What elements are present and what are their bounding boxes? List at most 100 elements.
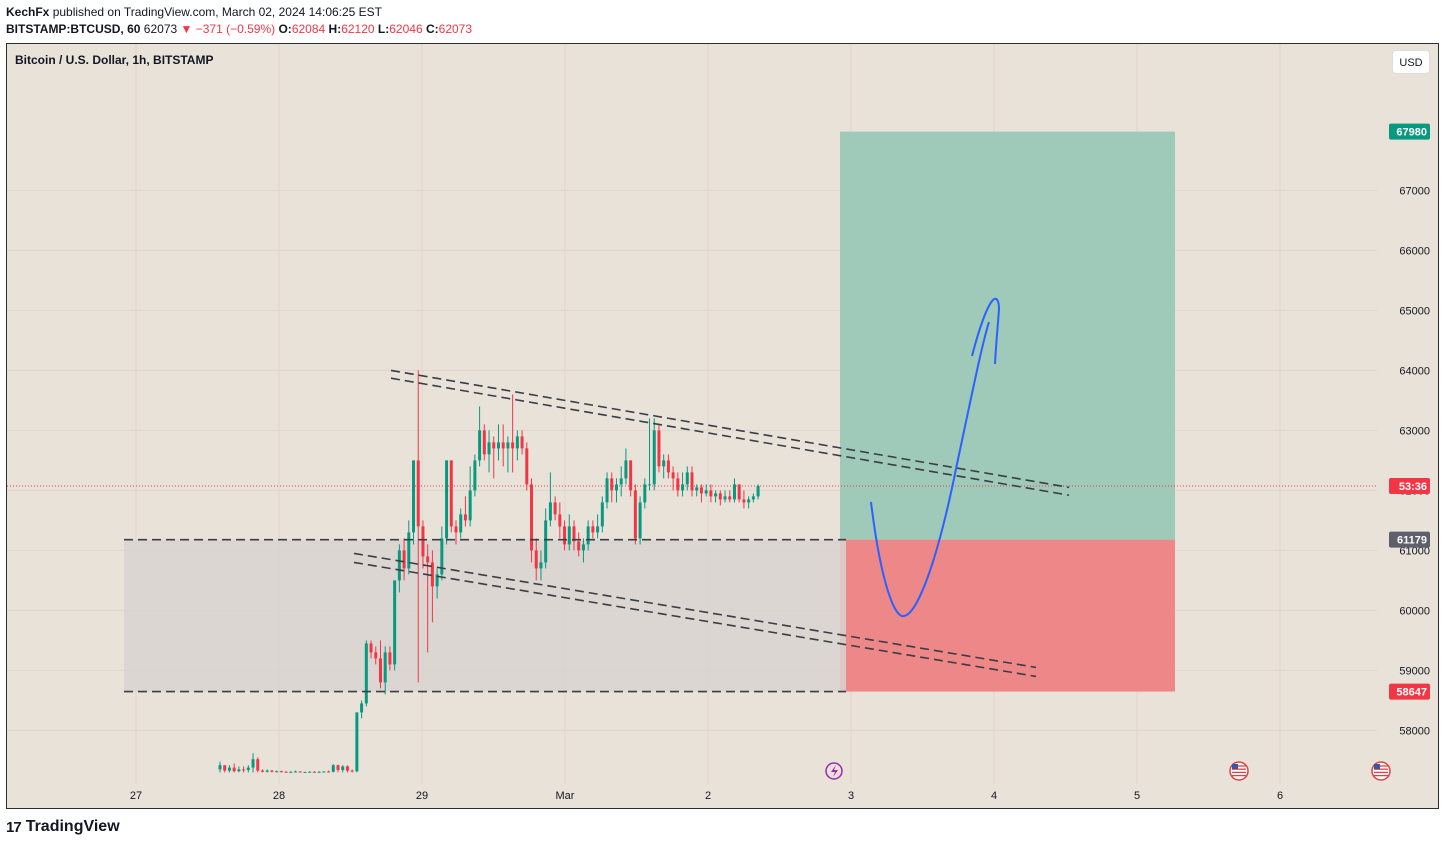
candle-body	[657, 430, 661, 467]
y-tick-label: 58000	[1399, 725, 1430, 737]
us-flag-canton	[1232, 764, 1238, 769]
candle-body	[548, 502, 552, 521]
x-tick-label: 27	[130, 790, 142, 802]
candle-body	[614, 484, 618, 491]
author-name[interactable]: KechFx	[6, 5, 50, 19]
candle-body	[482, 430, 486, 455]
candle-body	[355, 712, 359, 772]
candle-body	[218, 765, 222, 770]
candle-body	[284, 771, 288, 773]
candle-body	[662, 460, 666, 467]
candle-body	[530, 484, 534, 551]
candle-body	[350, 770, 354, 772]
publish-info: KechFx published on TradingView.com, Mar…	[6, 5, 382, 19]
candle-body	[402, 550, 406, 569]
low-value: 62046	[389, 22, 423, 36]
trendline	[353, 561, 1037, 678]
open-value: 62084	[291, 22, 326, 36]
y-tick-label: 67000	[1399, 185, 1430, 197]
candle-body	[629, 460, 633, 491]
candle-body	[237, 769, 241, 772]
candle-body	[227, 767, 231, 771]
candle-body	[666, 460, 670, 473]
candle-body	[704, 490, 708, 494]
candle-body	[496, 442, 500, 449]
stop-zone	[840, 539, 1175, 692]
candle-body	[690, 472, 694, 491]
price-change: ▼ −371 (−0.59%)	[180, 22, 276, 36]
candle-body	[312, 771, 316, 773]
publish-text: published on TradingView.com, March 02, …	[49, 5, 383, 19]
candle-body	[426, 556, 430, 563]
candle-body	[520, 436, 524, 449]
x-tick-label: 6	[1277, 790, 1283, 802]
candle-body	[289, 771, 293, 773]
candle-body	[242, 769, 246, 771]
candle-body	[581, 544, 585, 551]
candle-body	[643, 484, 647, 503]
candle-body	[685, 472, 689, 485]
price-tag	[1389, 123, 1430, 140]
candle-body	[454, 526, 458, 533]
candle-body	[709, 490, 713, 497]
candle-body	[737, 484, 741, 500]
y-tick-label: 65000	[1399, 305, 1430, 317]
candle-body	[336, 765, 340, 770]
x-tick-label: Mar	[556, 790, 575, 802]
candle-body	[563, 526, 567, 545]
candle-body	[714, 493, 718, 497]
candle-body	[421, 526, 425, 557]
open-label: O:	[278, 22, 292, 36]
candle-body	[756, 486, 760, 497]
last-price: 62073	[143, 22, 178, 36]
tradingview-brand[interactable]: 17 TradingView	[6, 818, 120, 836]
candle-body	[652, 430, 656, 485]
candle-body	[341, 766, 345, 770]
candle-body	[723, 496, 727, 500]
candle-body	[473, 460, 477, 491]
candle-body	[374, 652, 378, 659]
y-tick-label: 61000	[1399, 545, 1430, 557]
trendline	[390, 369, 1070, 489]
x-tick-label: 4	[991, 790, 997, 802]
candle-body	[449, 460, 453, 527]
candle-body	[596, 526, 600, 533]
candle-body	[544, 520, 548, 563]
high-label: H:	[328, 22, 342, 36]
y-tick-label: 63000	[1399, 425, 1430, 437]
brand-name: TradingView	[25, 818, 120, 835]
candle-body	[360, 703, 364, 713]
candle-body	[303, 771, 307, 773]
price-tag-label: 58647	[1396, 687, 1427, 699]
ohlc-line: BITSTAMP:BTCUSD, 60 62073 ▼ −371 (−0.59%…	[6, 22, 472, 36]
y-tick-label: 66000	[1399, 245, 1430, 257]
candle-body	[567, 526, 571, 545]
candle-body	[435, 574, 439, 587]
candle-body	[468, 490, 472, 521]
candle-body	[364, 643, 368, 704]
candle-body	[378, 658, 382, 683]
candle-body	[501, 442, 505, 449]
event-lightning-icon	[825, 762, 843, 780]
candle-body	[605, 478, 609, 503]
candle-body	[487, 442, 491, 455]
price-tag-label: 61179	[1397, 535, 1427, 547]
candle-body	[270, 770, 274, 772]
price-chart[interactable]: 5800059000600006100062000630006400065000…	[7, 44, 1438, 808]
candle-body	[463, 514, 467, 521]
candle-body	[718, 493, 722, 500]
candle-body	[388, 652, 392, 665]
chart-container[interactable]: 5800059000600006100062000630006400065000…	[6, 43, 1439, 809]
price-tag-label: 67980	[1396, 127, 1427, 139]
candle-body	[586, 526, 590, 545]
candle-body	[742, 499, 746, 503]
currency-button[interactable]: USD	[1392, 50, 1430, 74]
candle-body	[383, 652, 387, 683]
tradingview-logo-icon: 17	[6, 818, 22, 836]
candle-body	[506, 442, 510, 449]
price-tag	[1389, 683, 1430, 700]
target-zone	[840, 131, 1175, 540]
candle-body	[327, 771, 331, 773]
trendline	[390, 377, 1070, 496]
candle-body	[515, 436, 519, 449]
